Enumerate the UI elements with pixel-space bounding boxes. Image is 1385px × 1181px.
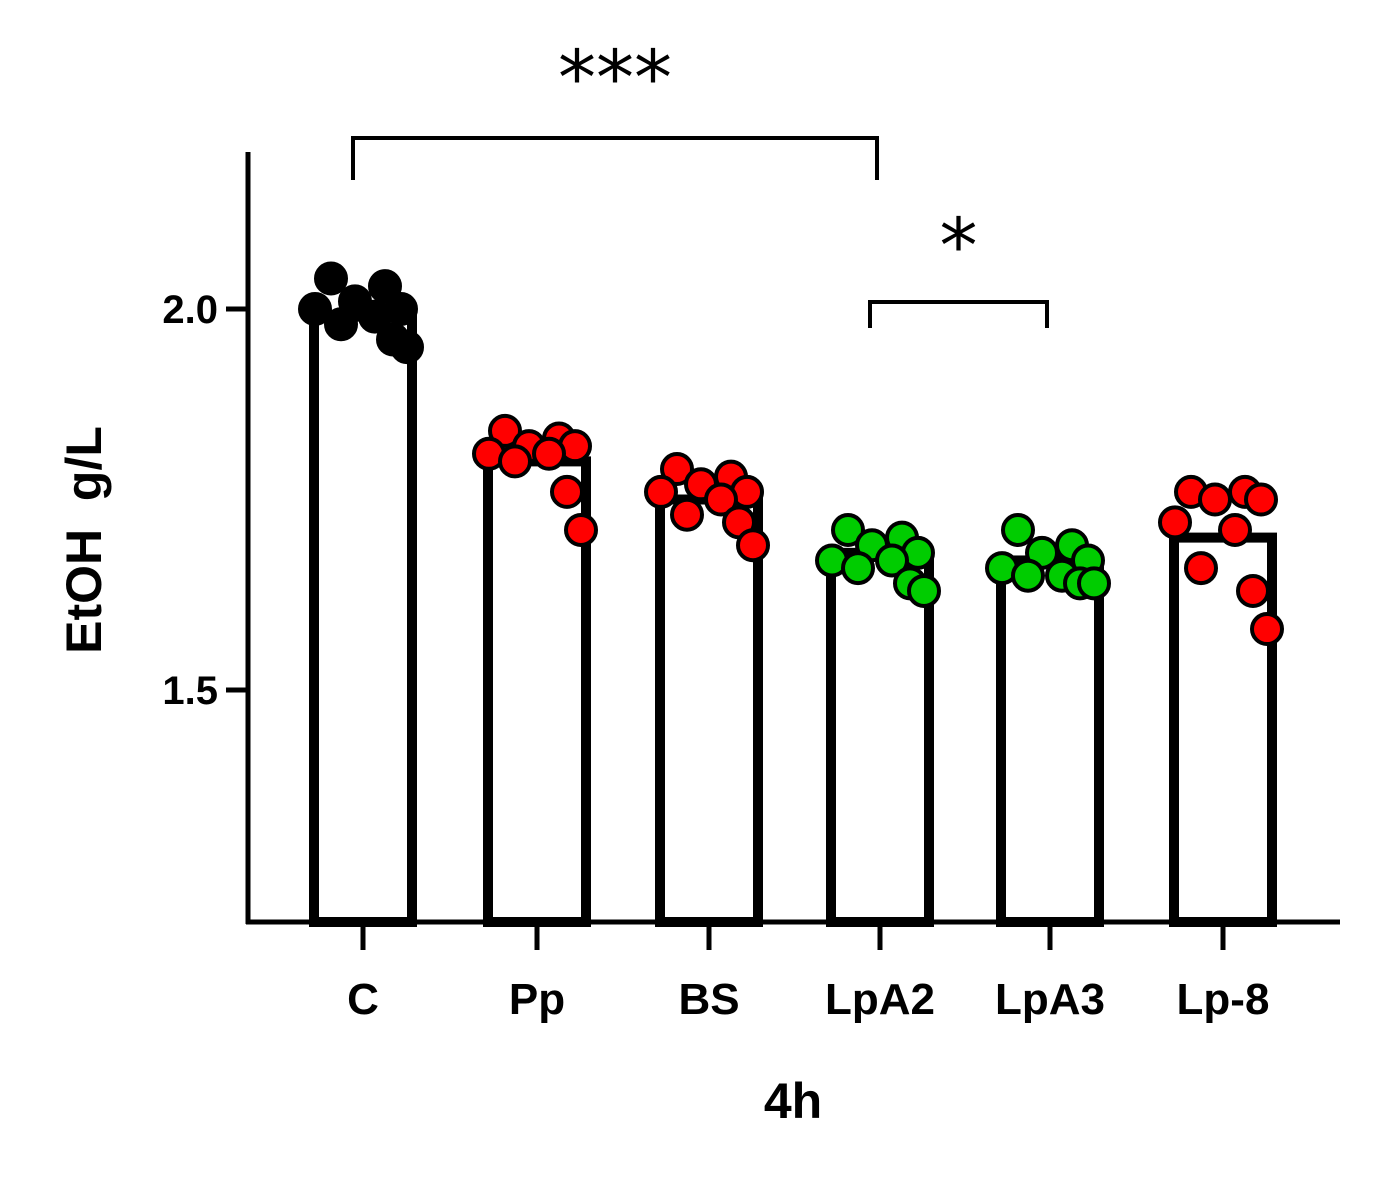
data-point (1158, 505, 1192, 540)
data-point (1001, 512, 1035, 547)
data-point (390, 330, 424, 365)
x-tick-label-lpa3: LpA3 (995, 975, 1105, 1024)
significance-label: * (940, 201, 978, 290)
data-point (368, 269, 402, 304)
data-point (670, 497, 704, 532)
bar-c (309, 311, 417, 927)
bar-lpa2 (826, 547, 934, 928)
y-tick-label: 1.5 (162, 669, 218, 713)
data-point (660, 452, 694, 487)
x-axis-title: 4h (764, 1073, 822, 1129)
points-layer (298, 261, 1284, 647)
data-point (358, 299, 392, 334)
data-point (550, 474, 584, 509)
data-point (1077, 566, 1111, 601)
data-point (488, 413, 522, 448)
y-tick-label: 2.0 (162, 288, 218, 332)
data-point (841, 551, 875, 586)
significance-bracket (868, 300, 1049, 328)
data-point (298, 292, 332, 326)
x-tick-label-lpa2: LpA2 (825, 975, 935, 1024)
data-point (1218, 512, 1252, 547)
data-point (324, 307, 358, 342)
bar-lpa3 (996, 555, 1104, 928)
data-point (532, 436, 566, 471)
data-point (644, 474, 678, 509)
x-tick-label-bs: BS (678, 975, 739, 1024)
significance-bracket (351, 136, 879, 180)
y-axis-title: EtOH g/L (56, 426, 112, 654)
bars-layer (309, 311, 1277, 928)
data-point (1244, 482, 1278, 517)
data-point (1184, 551, 1218, 586)
data-point (498, 444, 532, 479)
x-tick-label-pp: Pp (509, 975, 565, 1024)
data-point (1011, 558, 1045, 593)
x-tick-label-lp-8: Lp-8 (1177, 975, 1270, 1024)
data-point (1250, 612, 1284, 647)
data-point (736, 528, 770, 563)
data-point (704, 482, 738, 517)
axes-layer: 1.5 2.0 C Pp BS LpA2 LpA3 Lp-8 (162, 152, 1340, 1024)
data-point (564, 512, 598, 547)
x-tick-label-c: C (347, 975, 379, 1024)
data-point (1198, 482, 1232, 517)
bar-bs (655, 494, 763, 927)
significance-layer: **** (351, 33, 1049, 328)
data-point (907, 573, 941, 608)
data-point (1236, 573, 1270, 608)
significance-label: *** (558, 33, 672, 122)
data-point (831, 512, 865, 547)
data-point (875, 543, 909, 578)
data-point (314, 261, 348, 296)
